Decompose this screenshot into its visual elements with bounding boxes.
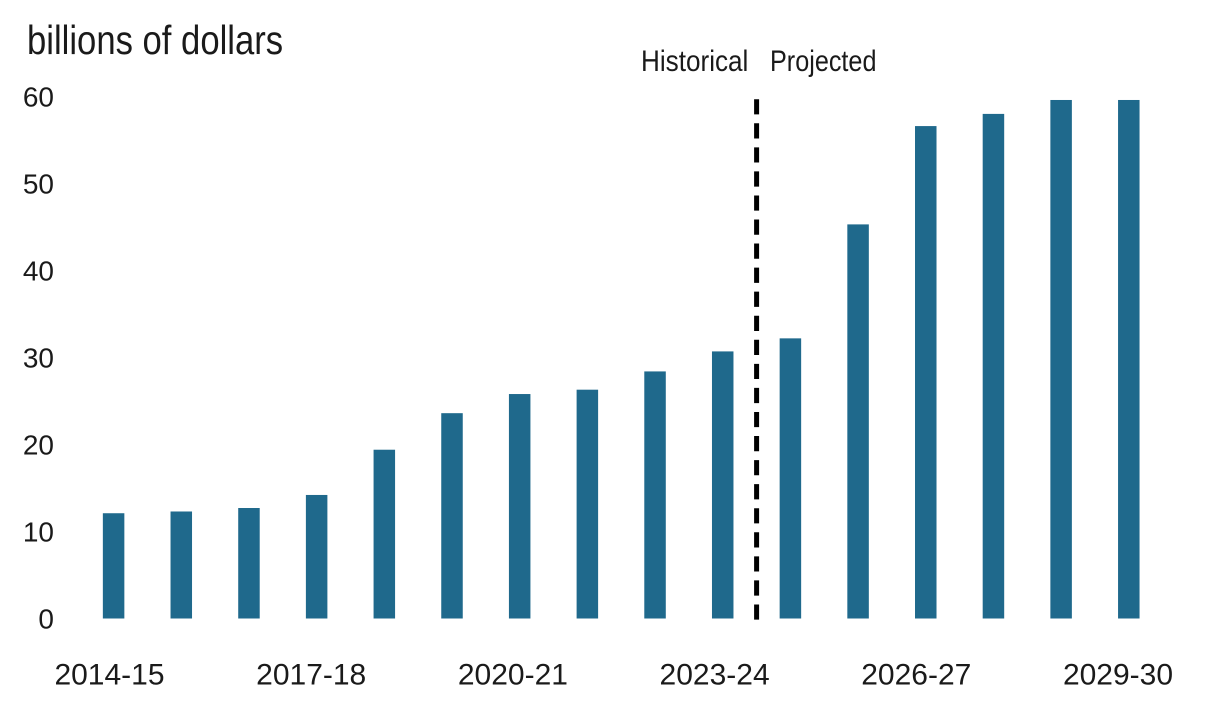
x-tick-label-2023-24: 2023-24 — [660, 659, 770, 692]
bar-2019-20 — [441, 413, 463, 619]
chart-title: billions of dollars — [27, 17, 284, 63]
y-tick-label-20: 20 — [23, 430, 54, 461]
bar-2015-16 — [170, 511, 193, 619]
bar-2026-27 — [915, 126, 937, 619]
bar-2017-18 — [305, 494, 328, 619]
y-tick-label-10: 10 — [23, 517, 54, 548]
x-tick-label-2029-30: 2029-30 — [1063, 659, 1173, 692]
y-tick-label-30: 30 — [23, 343, 54, 374]
x-tick-label-2020-21: 2020-21 — [458, 659, 568, 692]
x-tick-label-2017-18: 2017-18 — [256, 659, 366, 692]
bar-2016-17 — [238, 508, 260, 619]
bar-2029-30 — [1118, 99, 1140, 619]
bar-2022-23 — [644, 371, 666, 619]
bar-2014-15 — [102, 513, 125, 619]
historical-label: Historical — [641, 45, 749, 79]
bar-2018-19 — [373, 449, 396, 619]
bar-2021-22 — [576, 389, 599, 619]
bar-2020-21 — [508, 394, 531, 619]
y-tick-label-60: 60 — [23, 82, 54, 113]
x-tick-label-2014-15: 2014-15 — [54, 659, 164, 692]
bar-2027-28 — [982, 113, 1005, 619]
bar-2024-25 — [779, 338, 802, 619]
x-tick-label-2026-27: 2026-27 — [861, 659, 971, 692]
bar-2028-29 — [1050, 99, 1072, 619]
y-tick-label-0: 0 — [38, 604, 54, 635]
projected-label: Projected — [770, 45, 877, 79]
bar-2023-24 — [711, 351, 734, 619]
bar-2025-26 — [847, 224, 869, 619]
y-tick-label-40: 40 — [23, 256, 54, 287]
y-tick-label-50: 50 — [23, 169, 54, 200]
